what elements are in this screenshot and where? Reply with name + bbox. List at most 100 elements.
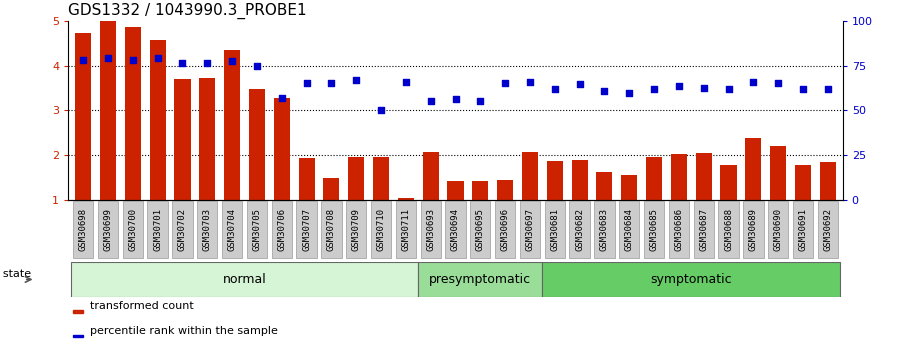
- FancyBboxPatch shape: [197, 201, 218, 258]
- Bar: [795, 165, 811, 200]
- Bar: [745, 138, 762, 200]
- Text: GSM30683: GSM30683: [600, 208, 609, 251]
- Text: GSM30698: GSM30698: [78, 208, 87, 251]
- Text: GSM30705: GSM30705: [252, 208, 261, 251]
- FancyBboxPatch shape: [172, 201, 192, 258]
- Bar: [447, 181, 464, 200]
- Bar: [547, 161, 563, 200]
- Text: GSM30696: GSM30696: [501, 208, 509, 251]
- FancyBboxPatch shape: [97, 201, 118, 258]
- Text: symptomatic: symptomatic: [650, 273, 732, 286]
- Bar: [670, 154, 687, 200]
- FancyBboxPatch shape: [768, 201, 788, 258]
- Bar: [224, 50, 241, 200]
- Text: presymptomatic: presymptomatic: [429, 273, 531, 286]
- Bar: [472, 181, 488, 200]
- Text: disease state: disease state: [0, 269, 31, 279]
- Text: GDS1332 / 1043990.3_PROBE1: GDS1332 / 1043990.3_PROBE1: [68, 3, 307, 19]
- Bar: [323, 178, 340, 200]
- Point: [76, 57, 90, 63]
- FancyBboxPatch shape: [445, 201, 466, 258]
- Point: [722, 86, 736, 92]
- FancyBboxPatch shape: [495, 201, 516, 258]
- Text: transformed count: transformed count: [89, 301, 193, 311]
- Text: GSM30688: GSM30688: [724, 208, 733, 251]
- Text: GSM30682: GSM30682: [575, 208, 584, 251]
- FancyBboxPatch shape: [470, 201, 490, 258]
- Bar: [696, 153, 711, 200]
- Point: [523, 79, 537, 85]
- Point: [497, 80, 512, 85]
- Text: percentile rank within the sample: percentile rank within the sample: [89, 326, 278, 336]
- Point: [572, 82, 587, 87]
- Text: GSM30686: GSM30686: [674, 208, 683, 251]
- Bar: [273, 98, 290, 200]
- Bar: [646, 158, 662, 200]
- Point: [448, 96, 463, 101]
- FancyBboxPatch shape: [346, 201, 366, 258]
- FancyBboxPatch shape: [542, 262, 840, 297]
- Point: [300, 80, 314, 85]
- Point: [150, 56, 165, 61]
- FancyBboxPatch shape: [371, 201, 391, 258]
- Text: GSM30684: GSM30684: [625, 208, 634, 251]
- Text: GSM30709: GSM30709: [352, 208, 361, 251]
- Text: GSM30701: GSM30701: [153, 208, 162, 251]
- Point: [374, 107, 388, 112]
- FancyBboxPatch shape: [395, 201, 416, 258]
- Point: [647, 86, 661, 92]
- Bar: [770, 146, 786, 200]
- Bar: [398, 198, 414, 200]
- Bar: [348, 158, 364, 200]
- Point: [324, 80, 339, 85]
- Text: GSM30694: GSM30694: [451, 208, 460, 251]
- Point: [671, 83, 686, 89]
- FancyBboxPatch shape: [545, 201, 565, 258]
- Bar: [423, 152, 439, 200]
- FancyBboxPatch shape: [418, 262, 542, 297]
- FancyBboxPatch shape: [71, 262, 418, 297]
- Point: [771, 80, 785, 85]
- Text: normal: normal: [222, 273, 266, 286]
- FancyBboxPatch shape: [743, 201, 763, 258]
- Bar: [497, 180, 513, 200]
- Point: [795, 86, 810, 92]
- Text: GSM30703: GSM30703: [203, 208, 212, 251]
- FancyBboxPatch shape: [148, 201, 168, 258]
- Point: [250, 63, 264, 68]
- Bar: [73, 310, 83, 313]
- Text: GSM30707: GSM30707: [302, 208, 311, 251]
- FancyBboxPatch shape: [569, 201, 589, 258]
- Text: GSM30706: GSM30706: [277, 208, 286, 251]
- Bar: [721, 165, 737, 200]
- Text: GSM30689: GSM30689: [749, 208, 758, 251]
- Point: [746, 79, 761, 85]
- Text: GSM30702: GSM30702: [178, 208, 187, 251]
- FancyBboxPatch shape: [296, 201, 317, 258]
- Point: [225, 58, 240, 64]
- FancyBboxPatch shape: [73, 201, 94, 258]
- Point: [200, 60, 215, 66]
- Bar: [299, 158, 314, 200]
- Bar: [100, 21, 116, 200]
- FancyBboxPatch shape: [271, 201, 292, 258]
- FancyBboxPatch shape: [322, 201, 342, 258]
- Bar: [200, 78, 215, 200]
- FancyBboxPatch shape: [123, 201, 143, 258]
- FancyBboxPatch shape: [619, 201, 640, 258]
- FancyBboxPatch shape: [247, 201, 267, 258]
- Text: GSM30691: GSM30691: [798, 208, 807, 251]
- Point: [473, 99, 487, 104]
- Text: GSM30687: GSM30687: [699, 208, 708, 251]
- FancyBboxPatch shape: [421, 201, 441, 258]
- FancyBboxPatch shape: [520, 201, 540, 258]
- Text: GSM30699: GSM30699: [104, 208, 113, 251]
- Bar: [149, 40, 166, 200]
- Text: GSM30697: GSM30697: [526, 208, 535, 251]
- Text: GSM30692: GSM30692: [824, 208, 833, 251]
- Point: [424, 98, 438, 103]
- FancyBboxPatch shape: [644, 201, 664, 258]
- Bar: [571, 160, 588, 200]
- Bar: [249, 89, 265, 200]
- Point: [696, 85, 711, 91]
